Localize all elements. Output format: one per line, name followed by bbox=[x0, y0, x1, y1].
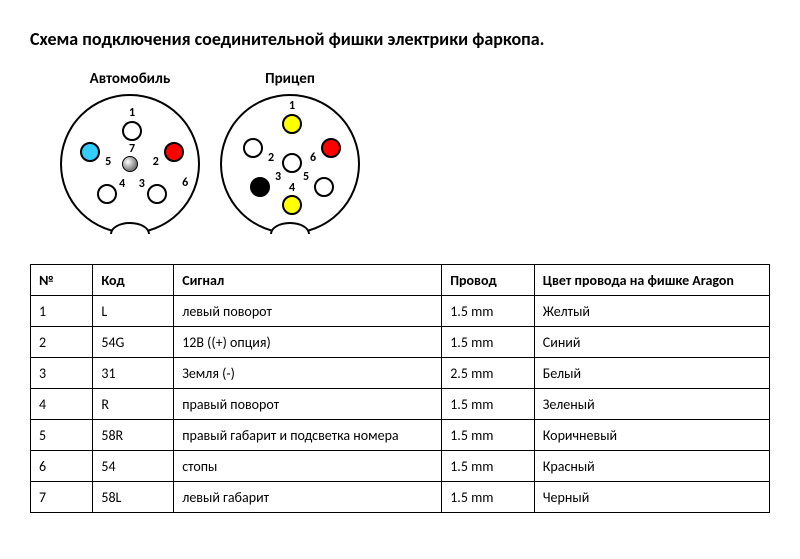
pinout-table: №КодСигналПроводЦвет провода на фишке Ar… bbox=[30, 264, 770, 513]
pin-number: 6 bbox=[182, 176, 188, 190]
table-cell: 1.5 mm bbox=[442, 327, 535, 358]
table-cell: 5 bbox=[31, 420, 93, 451]
pin bbox=[282, 114, 302, 134]
table-cell: 54G bbox=[93, 327, 174, 358]
table-row: 758Lлевый габарит1.5 mmЧерный bbox=[31, 482, 770, 513]
table-row: 558Rправый габарит и подсветка номера1.5… bbox=[31, 420, 770, 451]
pin bbox=[282, 195, 302, 215]
table-header-cell: Код bbox=[93, 265, 174, 296]
pin-number: 1 bbox=[129, 106, 135, 120]
pin-number: 4 bbox=[119, 177, 125, 191]
pin bbox=[282, 153, 302, 173]
connector-label: Прицеп bbox=[265, 70, 315, 88]
table-cell: 54 bbox=[93, 451, 174, 482]
table-cell: Земля (-) bbox=[174, 358, 442, 389]
page-title: Схема подключения соединительной фишки э… bbox=[30, 28, 770, 50]
pin bbox=[314, 177, 334, 197]
table-cell: 12В ((+) опция) bbox=[174, 327, 442, 358]
table-cell: 58L bbox=[93, 482, 174, 513]
pin bbox=[250, 177, 270, 197]
pin bbox=[321, 138, 341, 158]
pin bbox=[97, 184, 117, 204]
table-cell: 31 bbox=[93, 358, 174, 389]
pin bbox=[164, 142, 184, 162]
table-cell: Зеленый bbox=[534, 389, 769, 420]
center-pin bbox=[122, 156, 138, 172]
table-cell: Красный bbox=[534, 451, 769, 482]
table-cell: 1.5 mm bbox=[442, 420, 535, 451]
table-row: 331Земля (-)2.5 mmБелый bbox=[31, 358, 770, 389]
table-cell: 1 bbox=[31, 296, 93, 327]
connector-label: Автомобиль bbox=[90, 70, 171, 88]
connector-face: 1 23456 bbox=[220, 94, 360, 234]
connector-diagrams: Автомобиль1234567Прицеп123456 bbox=[60, 70, 770, 234]
pin-number: 5 bbox=[105, 155, 111, 169]
table-cell: Черный bbox=[534, 482, 769, 513]
connector-column: Автомобиль 1 2345 6 7 bbox=[60, 70, 200, 234]
pin bbox=[243, 138, 263, 158]
table-cell: Белый bbox=[534, 358, 769, 389]
table-cell: 1.5 mm bbox=[442, 482, 535, 513]
table-cell: 1.5 mm bbox=[442, 296, 535, 327]
table-row: 1Lлевый поворот1.5 mmЖелтый bbox=[31, 296, 770, 327]
table-cell: 58R bbox=[93, 420, 174, 451]
pin-number: 4 bbox=[289, 181, 295, 195]
table-row: 4Rправый поворот1.5 mmЗеленый bbox=[31, 389, 770, 420]
connector-column: Прицеп 1 23456 bbox=[220, 70, 360, 234]
pin-number: 5 bbox=[303, 170, 309, 184]
pin-number: 1 bbox=[289, 99, 295, 113]
table-cell: 2.5 mm bbox=[442, 358, 535, 389]
table-header-cell: № bbox=[31, 265, 93, 296]
table-row: 654стопы1.5 mmКрасный bbox=[31, 451, 770, 482]
pin bbox=[80, 142, 100, 162]
pin-number: 2 bbox=[268, 151, 274, 165]
table-cell: 3 bbox=[31, 358, 93, 389]
table-cell: 7 bbox=[31, 482, 93, 513]
table-cell: 2 bbox=[31, 327, 93, 358]
pin-number: 3 bbox=[139, 177, 145, 191]
table-cell: левый поворот bbox=[174, 296, 442, 327]
table-cell: 4 bbox=[31, 389, 93, 420]
table-header-cell: Сигнал bbox=[174, 265, 442, 296]
pin bbox=[147, 184, 167, 204]
table-cell: L bbox=[93, 296, 174, 327]
table-cell: Желтый bbox=[534, 296, 769, 327]
table-cell: правый габарит и подсветка номера bbox=[174, 420, 442, 451]
table-cell: 1.5 mm bbox=[442, 451, 535, 482]
table-header-cell: Провод bbox=[442, 265, 535, 296]
table-cell: 6 bbox=[31, 451, 93, 482]
table-cell: правый поворот bbox=[174, 389, 442, 420]
connector-face: 1 2345 6 7 bbox=[60, 94, 200, 234]
table-cell: стопы bbox=[174, 451, 442, 482]
pin-number: 2 bbox=[153, 155, 159, 169]
table-cell: левый габарит bbox=[174, 482, 442, 513]
table-cell: Коричневый bbox=[534, 420, 769, 451]
table-cell: R bbox=[93, 389, 174, 420]
connector-notch bbox=[110, 222, 150, 234]
pin-number: 6 bbox=[310, 151, 316, 165]
pin-number: 7 bbox=[129, 142, 135, 156]
table-cell: 1.5 mm bbox=[442, 389, 535, 420]
table-cell: Синий bbox=[534, 327, 769, 358]
table-row: 254G12В ((+) опция)1.5 mmСиний bbox=[31, 327, 770, 358]
pin-number: 3 bbox=[275, 170, 281, 184]
table-header-cell: Цвет провода на фишке Aragon bbox=[534, 265, 769, 296]
connector-notch bbox=[270, 222, 310, 234]
pin bbox=[122, 121, 142, 141]
